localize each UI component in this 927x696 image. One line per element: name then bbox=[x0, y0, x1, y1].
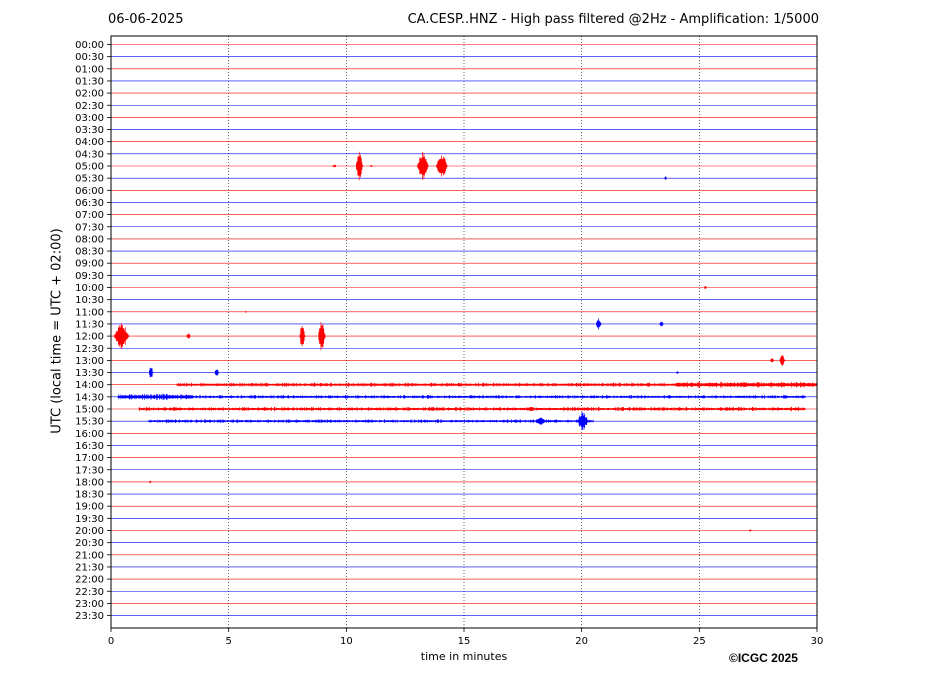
y-tick-label: 07:30 bbox=[75, 222, 104, 233]
x-axis-label: time in minutes bbox=[420, 650, 508, 663]
event-waveform bbox=[332, 164, 337, 168]
event-waveform bbox=[138, 406, 806, 412]
x-tick-label: 20 bbox=[575, 636, 588, 647]
y-tick-label: 14:30 bbox=[75, 392, 104, 403]
y-tick-label: 18:30 bbox=[75, 490, 104, 501]
y-tick-label: 18:00 bbox=[75, 477, 104, 488]
event-waveform bbox=[534, 417, 547, 425]
y-tick-label: 22:00 bbox=[75, 575, 104, 586]
y-tick-label: 02:00 bbox=[75, 89, 104, 100]
y-tick-label: 10:00 bbox=[75, 283, 104, 294]
event-waveform bbox=[117, 393, 194, 400]
y-tick-label: 16:00 bbox=[75, 429, 104, 440]
y-tick-label: 17:00 bbox=[75, 453, 104, 464]
vertical-grid bbox=[228, 36, 700, 628]
y-tick-label: 15:00 bbox=[75, 405, 104, 416]
date-label: 06-06-2025 bbox=[108, 12, 184, 27]
y-tick-label: 19:00 bbox=[75, 502, 104, 513]
event-waveform bbox=[749, 529, 752, 532]
y-tick-label: 15:30 bbox=[75, 417, 104, 428]
y-tick-label: 04:00 bbox=[75, 137, 104, 148]
event-waveform bbox=[417, 152, 429, 180]
event-waveform bbox=[245, 310, 247, 313]
y-tick-label: 13:30 bbox=[75, 368, 104, 379]
chart-title: CA.CESP..HNZ - High pass filtered @2Hz -… bbox=[407, 12, 819, 27]
x-tick-label: 30 bbox=[811, 636, 824, 647]
y-tick-label: 20:00 bbox=[75, 526, 104, 537]
event-waveform bbox=[596, 318, 602, 330]
event-waveform bbox=[299, 326, 306, 347]
x-tick-label: 0 bbox=[108, 636, 114, 647]
y-tick-label: 03:00 bbox=[75, 113, 104, 124]
y-tick-label: 21:30 bbox=[75, 562, 104, 573]
event-waveform bbox=[577, 412, 589, 430]
event-waveform bbox=[779, 355, 786, 366]
copyright-label: ©ICGC 2025 bbox=[729, 651, 798, 665]
x-tick-label: 15 bbox=[458, 636, 471, 647]
event-waveform bbox=[148, 419, 594, 423]
x-tick-label: 5 bbox=[225, 636, 231, 647]
event-waveform bbox=[370, 165, 374, 167]
event-waveform bbox=[193, 395, 806, 399]
y-tick-label: 08:00 bbox=[75, 234, 104, 245]
event-waveform bbox=[436, 155, 448, 177]
y-tick-label: 01:30 bbox=[75, 76, 104, 87]
event-waveform bbox=[149, 367, 154, 378]
y-tick-label: 11:00 bbox=[75, 307, 104, 318]
y-tick-label: 09:30 bbox=[75, 271, 104, 282]
x-tick-label: 10 bbox=[340, 636, 353, 647]
event-waveform bbox=[149, 480, 152, 484]
event-waveform bbox=[113, 323, 130, 349]
y-tick-label: 16:30 bbox=[75, 441, 104, 452]
event-waveform bbox=[214, 369, 220, 376]
y-tick-label: 12:30 bbox=[75, 344, 104, 355]
y-tick-label: 20:30 bbox=[75, 538, 104, 549]
event-waveform bbox=[664, 176, 668, 180]
y-tick-label: 03:30 bbox=[75, 125, 104, 136]
y-tick-label: 08:30 bbox=[75, 247, 104, 258]
event-waveform bbox=[659, 321, 664, 327]
y-tick-label: 05:30 bbox=[75, 174, 104, 185]
event-waveform bbox=[675, 381, 817, 388]
plot-frame bbox=[110, 35, 818, 629]
y-tick-label: 07:00 bbox=[75, 210, 104, 221]
y-tick-label: 23:00 bbox=[75, 599, 104, 610]
y-tick-label: 00:30 bbox=[75, 52, 104, 63]
event-waveform bbox=[770, 358, 775, 363]
y-tick-label: 00:00 bbox=[75, 40, 104, 51]
event-waveform bbox=[186, 333, 191, 339]
y-tick-label: 02:30 bbox=[75, 101, 104, 112]
y-tick-label: 17:30 bbox=[75, 465, 104, 476]
y-tick-label: 09:00 bbox=[75, 259, 104, 270]
x-tick-label: 25 bbox=[693, 636, 706, 647]
x-axis-ticks: 0 5 10 15 20 25 30 bbox=[108, 628, 824, 647]
y-tick-label: 06:00 bbox=[75, 186, 104, 197]
y-tick-label: 01:00 bbox=[75, 64, 104, 75]
y-tick-label: 13:00 bbox=[75, 356, 104, 367]
y-tick-label: 05:00 bbox=[75, 162, 104, 173]
y-tick-label: 11:30 bbox=[75, 319, 104, 330]
event-waveform bbox=[318, 322, 326, 351]
trace-lines bbox=[111, 44, 817, 616]
y-tick-label: 06:30 bbox=[75, 198, 104, 209]
y-tick-label: 21:00 bbox=[75, 550, 104, 561]
y-tick-label: 04:30 bbox=[75, 149, 104, 160]
y-tick-label: 22:30 bbox=[75, 587, 104, 598]
y-tick-label: 14:00 bbox=[75, 380, 104, 391]
event-waveform bbox=[356, 151, 364, 181]
event-waveform bbox=[704, 286, 708, 289]
y-tick-label: 10:30 bbox=[75, 295, 104, 306]
y-tick-label: 12:00 bbox=[75, 332, 104, 343]
event-waveform bbox=[676, 371, 679, 374]
y-tick-label: 23:30 bbox=[75, 611, 104, 622]
seismic-events bbox=[113, 151, 818, 532]
y-tick-label: 19:30 bbox=[75, 514, 104, 525]
